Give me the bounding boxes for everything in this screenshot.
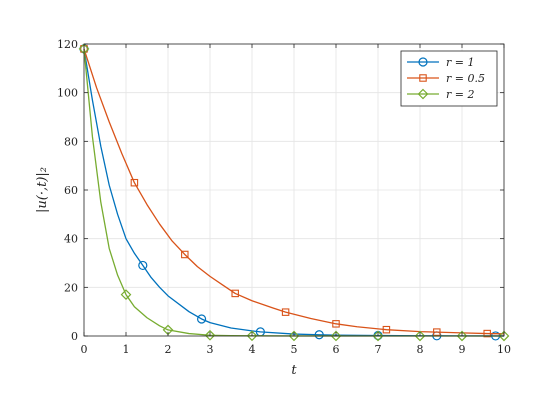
x-tick-label: 6 [333, 343, 340, 356]
y-tick-label: 60 [64, 184, 78, 197]
legend-label: r = 0.5 [446, 72, 485, 85]
x-tick-label: 4 [249, 343, 256, 356]
data-point-marker [433, 328, 441, 336]
x-tick-label: 0 [81, 343, 88, 356]
y-tick-label: 40 [64, 233, 78, 246]
y-tick-label: 0 [71, 330, 78, 343]
data-point-marker [456, 330, 468, 342]
data-point-marker [130, 178, 139, 187]
data-point-marker [231, 289, 239, 298]
data-point-marker [330, 330, 342, 342]
data-point-marker [314, 330, 324, 340]
y-tick-label: 20 [64, 281, 78, 294]
data-point-marker [414, 330, 426, 342]
data-point-marker [288, 330, 300, 342]
y-tick-label: 100 [57, 87, 78, 100]
legend-marker [418, 57, 428, 67]
data-point-marker [246, 330, 258, 342]
y-axis-label: |u(·,t)|₂ [35, 167, 50, 213]
x-tick-label: 1 [123, 343, 130, 356]
x-axis-label: t [291, 363, 297, 378]
data-point-marker [332, 320, 340, 328]
data-point-marker [483, 329, 491, 338]
x-tick-label: 5 [291, 343, 298, 356]
x-tick-label: 8 [417, 343, 424, 356]
legend-marker [417, 88, 429, 100]
x-tick-label: 2 [165, 343, 172, 356]
data-point-marker [382, 325, 391, 334]
data-point-marker [281, 308, 290, 316]
data-point-marker [498, 330, 510, 342]
legend: r = 1 r = 0.5 r = 2 [400, 50, 498, 107]
data-point-marker [372, 330, 384, 342]
legend-label: r = 2 [446, 88, 474, 101]
data-point-marker [138, 260, 148, 271]
data-point-marker [197, 314, 207, 324]
data-point-marker [181, 250, 189, 259]
x-tick-label: 9 [459, 343, 466, 356]
x-tick-label: 3 [207, 343, 214, 356]
x-tick-label: 10 [497, 343, 511, 356]
data-point-marker [204, 329, 216, 341]
y-tick-label: 80 [64, 135, 78, 148]
data-point-marker [120, 289, 132, 300]
x-tick-label: 7 [375, 343, 382, 356]
legend-marker [419, 74, 427, 82]
legend-label: r = 1 [446, 56, 474, 69]
y-tick-label: 120 [57, 38, 78, 51]
